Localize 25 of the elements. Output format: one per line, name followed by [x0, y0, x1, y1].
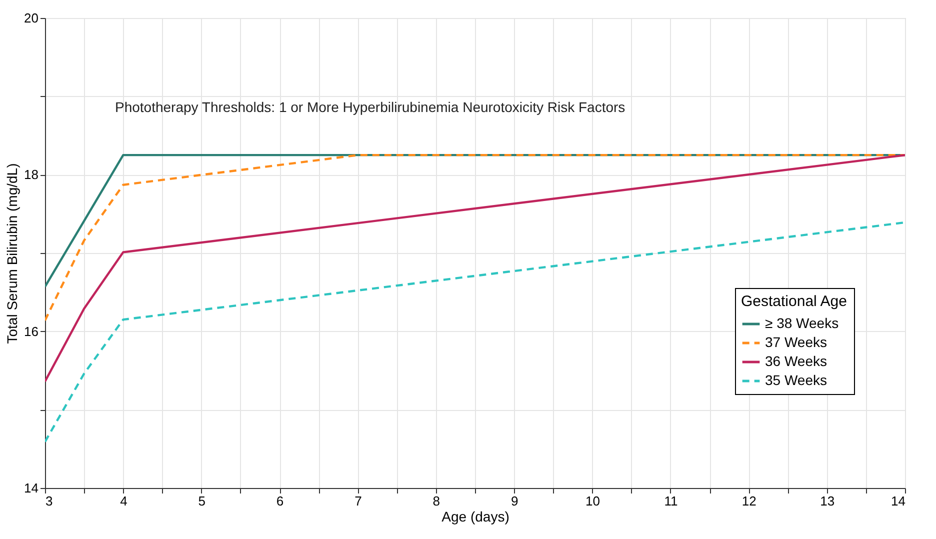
- legend-label: 36 Weeks: [765, 353, 827, 369]
- x-tick-label: 6: [276, 494, 284, 508]
- legend-label: ≥ 38 Weeks: [765, 315, 839, 331]
- y-tick-label: 16: [24, 324, 38, 339]
- x-tick-label: 12: [742, 494, 756, 508]
- x-tick-label: 14: [891, 494, 906, 508]
- x-tick-label: 5: [198, 494, 206, 508]
- line-series: [45, 221, 905, 443]
- x-tick-label: 8: [432, 494, 440, 508]
- y-axis-title: Total Serum Bilirubin (mg/dL): [4, 163, 20, 344]
- x-tick-label: 13: [820, 494, 835, 508]
- x-tick-label: 7: [354, 494, 362, 508]
- x-axis-title: Age (days): [442, 508, 510, 524]
- legend-label: 35 Weeks: [765, 372, 827, 388]
- legend-label: 37 Weeks: [765, 334, 827, 350]
- x-tick-label: 3: [46, 494, 53, 508]
- x-tick-label: 10: [586, 494, 600, 508]
- x-tick-label: 11: [664, 494, 678, 508]
- x-tick-label: 4: [120, 494, 128, 508]
- legend-title: Gestational Age: [741, 293, 847, 310]
- annotation: Phototherapy Thresholds: 1 or More Hyperbilirubinemia Neurotoxicity Risk Factors: [115, 99, 626, 115]
- y-tick-label: 20: [24, 10, 38, 26]
- y-tick-label: 18: [24, 167, 38, 182]
- y-tick-label: 14: [24, 480, 38, 496]
- x-tick-label: 9: [510, 494, 518, 508]
